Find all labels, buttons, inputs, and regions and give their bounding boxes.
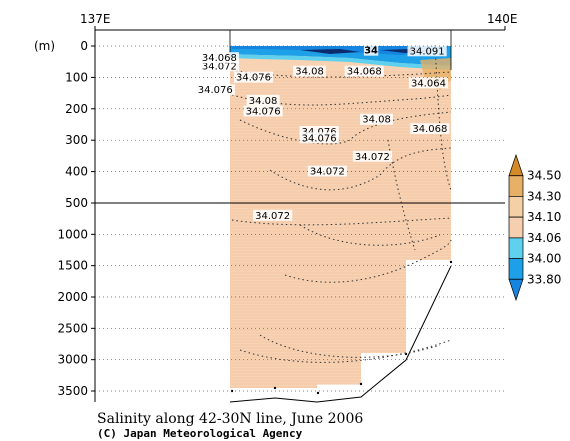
contour-label-bg <box>307 165 347 177</box>
x-tick-137e: 137E <box>80 12 111 26</box>
colorbar-label: 34.00 <box>527 252 561 266</box>
y-tick-label: 1500 <box>57 259 88 273</box>
contour-label-bg <box>195 84 235 96</box>
colorbar-label: 34.06 <box>527 231 561 245</box>
contour-label: 34.076 <box>198 85 233 96</box>
y-tick-label: 1000 <box>57 227 88 241</box>
chart-title: Salinity along 42-30N line, June 2006 <box>97 411 363 427</box>
colorbar-segment <box>508 237 524 259</box>
gridlines <box>95 45 505 392</box>
contour-label: 34.076 <box>236 73 271 84</box>
y-axis-ticks: 0 100 200 300 400 500 1000 1500 2000 2500 3000 3500 <box>57 39 95 398</box>
colorbar-label: 34.10 <box>527 210 561 224</box>
colorbar-label: 34.50 <box>527 169 561 183</box>
contour-label: 34.08 <box>249 96 278 107</box>
credit-text: (C) Japan Meteorological Agency <box>97 427 303 440</box>
contour-label-bg <box>352 150 393 162</box>
y-tick-label: 3500 <box>57 384 88 398</box>
colorbar-label: 33.80 <box>527 272 561 286</box>
contour-label: 34.076 <box>302 133 337 144</box>
contour-label-bg <box>293 65 327 77</box>
y-axis-label: (m) <box>34 39 55 53</box>
y-tick-label: 100 <box>65 70 88 84</box>
contour-label: 34.072 <box>355 152 390 163</box>
contour-label-bg <box>199 60 239 72</box>
surface-fresh-layer <box>230 46 451 90</box>
colorbar-label: 34.30 <box>527 189 561 203</box>
colorbar-segment <box>508 278 524 302</box>
contour-label-bg <box>360 113 394 125</box>
contour-label-bg <box>299 125 339 137</box>
contour-label: 34 <box>364 46 378 57</box>
contour-label: 34.072 <box>255 211 290 222</box>
contour-label-bg <box>243 105 283 117</box>
contour-label-bg <box>246 94 280 106</box>
y-tick-label: 300 <box>65 133 88 147</box>
contour-label: 34.076 <box>246 107 281 118</box>
y-tick-label: 3000 <box>57 353 88 367</box>
contour-label: 34.072 <box>202 61 237 72</box>
x-axis-ticks: 137E 140E <box>80 12 518 30</box>
contour-label-bg <box>363 44 379 56</box>
contour-label-bg <box>344 65 384 77</box>
colorbar-segment <box>508 196 524 218</box>
colorbar-segment <box>508 258 524 280</box>
fill-texture <box>230 71 451 388</box>
y-tick-label: 200 <box>65 102 88 116</box>
y-tick-label: 500 <box>65 196 88 210</box>
axes <box>94 29 505 402</box>
y-tick-label: 2000 <box>57 290 88 304</box>
contour-label-bg <box>199 52 239 64</box>
contour-label: 34.064 <box>411 78 446 89</box>
contour-label: 34.068 <box>347 67 382 78</box>
colorbar-segment <box>508 216 524 239</box>
y-tick-label: 0 <box>80 39 88 53</box>
contour-label: 34.091 <box>410 46 445 57</box>
bottom-topography <box>229 265 452 403</box>
colorbar-segment <box>508 175 524 197</box>
contour-label: 34.072 <box>310 167 345 178</box>
contour-label-bg <box>408 77 449 89</box>
contour-label: 34.068 <box>412 124 447 135</box>
colorbar-segment <box>508 153 524 177</box>
contour-label-bg <box>233 71 274 83</box>
colorbar: 34.50 34.30 34.10 34.06 34.00 33.80 <box>508 153 561 302</box>
contour-label-bg <box>253 209 293 221</box>
contour-label: 34.068 <box>202 53 237 64</box>
contour-label: 34.08 <box>362 115 391 126</box>
y-tick-label: 2500 <box>57 321 88 335</box>
contour-label-bg <box>407 45 447 57</box>
x-tick-140e: 140E <box>487 12 518 26</box>
contour-label-bg <box>410 123 450 135</box>
contour-label-bg <box>299 132 339 144</box>
y-tick-label: 400 <box>65 165 88 179</box>
contour-label: 34.08 <box>295 67 324 78</box>
